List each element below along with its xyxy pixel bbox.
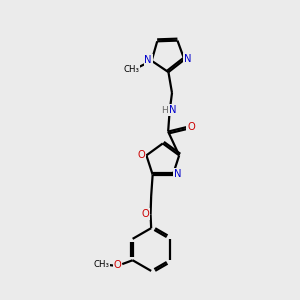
Text: N: N xyxy=(174,169,182,179)
Text: CH₃: CH₃ xyxy=(93,260,109,269)
Text: H: H xyxy=(161,106,168,115)
Text: CH₃: CH₃ xyxy=(124,64,140,74)
Text: O: O xyxy=(141,209,149,219)
Text: N: N xyxy=(184,54,192,64)
Text: N: N xyxy=(144,55,152,65)
Text: N: N xyxy=(169,105,176,115)
Text: O: O xyxy=(187,122,195,131)
Text: O: O xyxy=(138,150,146,160)
Text: O: O xyxy=(114,260,122,270)
